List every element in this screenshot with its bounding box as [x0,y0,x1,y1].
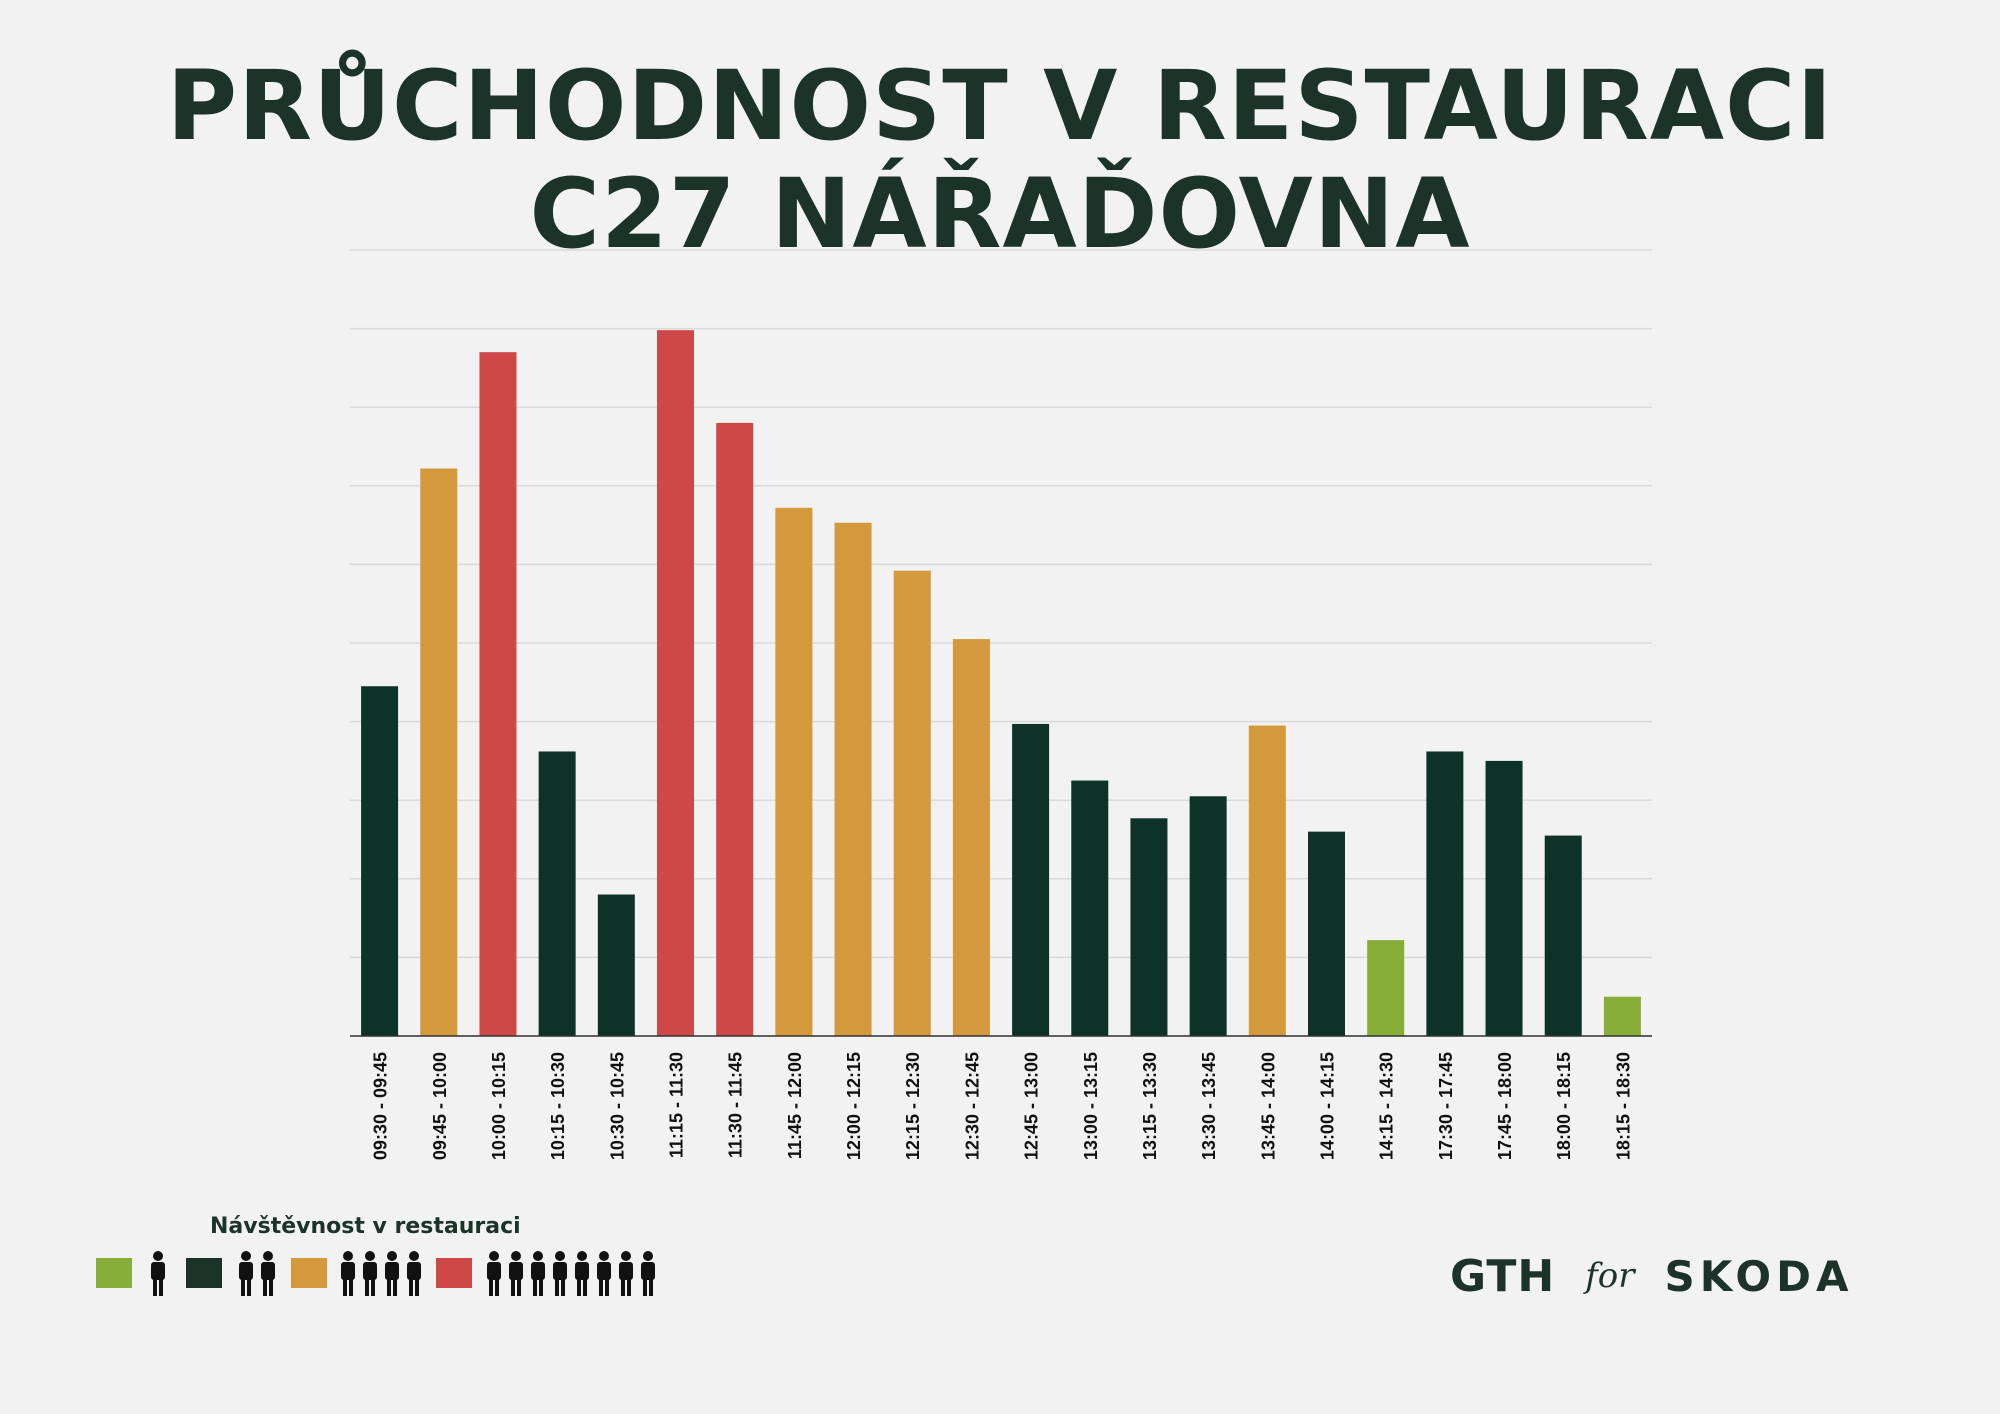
x-tick-label: 12:45 - 13:00 [1022,1052,1042,1160]
x-tick-label: 14:15 - 14:30 [1377,1052,1397,1160]
bar-7 [716,422,754,1036]
x-tick-label: 13:45 - 14:00 [1258,1052,1278,1160]
bar-3 [479,352,517,1036]
person-icon-group-1 [148,1250,170,1298]
bar-22 [1603,996,1641,1036]
bar-5 [597,894,635,1036]
bar-15 [1189,796,1227,1036]
bar-8 [775,507,813,1037]
x-tick-label: 18:15 - 18:30 [1613,1052,1633,1160]
x-tick-label: 11:45 - 12:00 [785,1052,805,1159]
person-icon-group-8 [484,1250,660,1298]
x-tick-label: 10:00 - 10:15 [489,1052,509,1160]
skoda-logo: SKODA [1664,1251,1854,1301]
bar-6 [657,330,694,1036]
bar-18 [1367,940,1405,1036]
legend-title: Návštěvnost v restauraci [210,1214,521,1239]
chart-title: PRŮCHODNOST V RESTAURACI C27 NÁŘAĎOVNA [0,52,2000,268]
legend-swatch-level-4 [436,1258,472,1288]
bar-4 [538,751,576,1036]
bar-10 [893,570,931,1036]
x-tick-label: 09:30 - 09:45 [371,1052,391,1160]
person-icon-group-2 [236,1250,280,1298]
x-tick-label: 12:00 - 12:15 [844,1052,864,1160]
x-tick-labels: 09:30 - 09:45 09:45 - 10:00 10:00 - 10:15 1… [371,1052,1634,1160]
x-tick-label: 14:00 - 14:15 [1318,1052,1338,1160]
bar-9 [834,522,872,1036]
bar-11 [952,639,990,1036]
x-tick-label: 12:15 - 12:30 [903,1052,923,1160]
x-tick-label: 12:30 - 12:45 [962,1052,982,1160]
bars [361,330,1641,1037]
person-icon-group-4 [338,1250,426,1298]
brand-for-text: for [1585,1256,1635,1296]
brand-logos: GTH for SKODA [1450,1246,1853,1306]
bar-1 [361,686,399,1036]
legend-swatch-level-3 [291,1258,327,1288]
x-tick-label: 17:30 - 17:45 [1436,1052,1456,1160]
x-tick-label: 11:30 - 11:45 [726,1052,746,1158]
bar-20 [1485,760,1523,1036]
chart-title-line-1: PRŮCHODNOST V RESTAURACI [166,50,1834,162]
bar-13 [1071,780,1109,1036]
gth-logo: GTH [1450,1250,1556,1302]
x-tick-label: 17:45 - 18:00 [1495,1052,1515,1160]
x-tick-label: 13:15 - 13:30 [1140,1052,1160,1160]
x-tick-label: 10:15 - 10:30 [548,1052,568,1160]
legend-swatch-level-2 [186,1258,222,1288]
bar-17 [1308,831,1345,1036]
bar-12 [1012,723,1050,1036]
legend-swatch-level-1 [96,1258,132,1288]
bar-16 [1248,725,1286,1036]
bar-21 [1544,835,1582,1036]
x-tick-label: 09:45 - 10:00 [430,1052,450,1160]
x-tick-label: 13:30 - 13:45 [1199,1052,1219,1160]
x-tick-label: 13:00 - 13:15 [1081,1052,1101,1160]
x-tick-label: 10:30 - 10:45 [607,1052,627,1160]
x-tick-label: 18:00 - 18:15 [1554,1052,1574,1160]
x-tick-label: 11:15 - 11:30 [667,1052,687,1158]
bar-2 [420,468,458,1036]
bar-14 [1130,818,1168,1036]
bar-19 [1426,751,1464,1036]
